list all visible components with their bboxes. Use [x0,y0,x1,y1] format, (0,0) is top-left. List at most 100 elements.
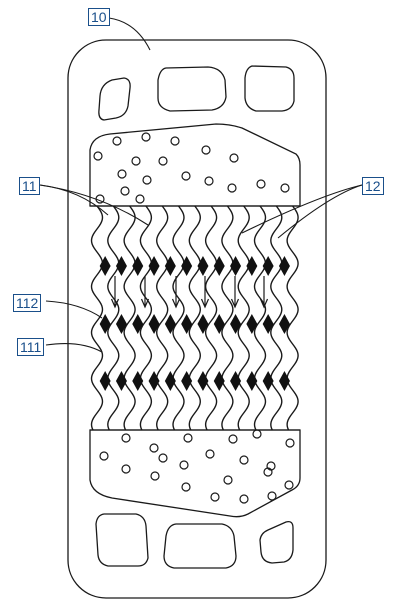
contact-point-diamond [230,256,242,276]
port-top-right [244,65,295,112]
contact-point-diamond [132,314,144,334]
plate-outline [67,39,327,599]
distribution-hole [263,467,273,477]
bottom-distribution-zone [89,429,301,518]
wave-line [237,205,250,431]
contact-point-diamond [148,314,160,334]
distribution-hole [284,480,294,490]
port-bottom-left [95,513,149,567]
distribution-hole [158,156,168,166]
wave-line [286,205,299,431]
distribution-hole [121,433,131,443]
contact-point-diamond [230,314,242,334]
distribution-hole [179,460,189,470]
port-bottom-center [163,523,237,569]
contact-point-diamond [115,371,127,391]
label-11: 11 [19,177,40,195]
contact-point-diamond [181,314,193,334]
contact-point-diamond [262,371,274,391]
wave-line [253,205,267,431]
port-top-left [98,77,131,121]
wave-line [172,205,185,431]
distribution-hole [181,482,191,492]
leader-line [39,184,149,226]
contact-point-diamond [278,371,290,391]
contact-point-diamond [246,314,258,334]
wave-line [270,205,283,431]
label-111: 111 [17,338,45,356]
distribution-hole [239,455,249,465]
contact-point-diamond [246,371,258,391]
wave-line [107,205,120,431]
wave-line [139,205,153,431]
contact-point-diamond [230,371,242,391]
contact-point-diamond [164,256,176,276]
contact-point-diamond [213,256,225,276]
contact-point-diamond [164,371,176,391]
leader-line [45,300,103,319]
wave-line [90,205,104,431]
flow-arrow-head [140,298,150,309]
contact-point-diamond [99,371,111,391]
distribution-hole [204,176,214,186]
distribution-hole [135,194,145,204]
distribution-hole [239,494,249,504]
contact-point-diamond [148,371,160,391]
contact-point-diamond [99,256,111,276]
contact-point-diamond [115,314,127,334]
contact-point-diamond [148,256,160,276]
distribution-hole [181,171,191,181]
contact-point-diamond [278,314,290,334]
distribution-hole [183,433,193,443]
wave-line [123,205,136,431]
distribution-hole [149,443,159,453]
contact-point-diamond [115,256,127,276]
wave-line [188,205,201,431]
distribution-hole [229,153,239,163]
distribution-hole [112,136,122,146]
port-top-center [157,66,227,112]
flow-arrow-head [171,298,181,309]
distribution-hole [117,169,127,179]
distribution-hole [150,471,160,481]
label-112: 112 [13,294,42,312]
distribution-hole [121,464,131,474]
distribution-hole [252,429,262,439]
distribution-hole [201,145,211,155]
distribution-hole [256,179,266,189]
distribution-hole [141,132,151,142]
contact-point-diamond [278,256,290,276]
distribution-hole [170,136,180,146]
contact-point-diamond [213,314,225,334]
contact-point-diamond [197,256,209,276]
flow-arrow-head [259,298,269,309]
distribution-hole [99,451,109,461]
contact-point-diamond [262,314,274,334]
contact-point-diamond [164,314,176,334]
distribution-hole [223,475,233,485]
distribution-hole [228,434,238,444]
contact-point-diamond [181,371,193,391]
label-10: 10 [88,8,110,26]
distribution-hole [280,183,290,193]
contact-point-diamond [197,314,209,334]
wave-line [204,205,218,431]
leader-line [45,343,103,353]
contact-point-diamond [213,371,225,391]
contact-point-diamond [246,256,258,276]
contact-point-diamond [197,371,209,391]
leader-line [241,184,363,234]
distribution-hole [205,449,215,459]
distribution-hole [285,438,295,448]
contact-point-diamond [132,256,144,276]
distribution-hole [158,453,168,463]
distribution-hole [227,183,237,193]
contact-point-diamond [99,314,111,334]
leader-line [277,184,363,239]
contact-point-diamond [181,256,193,276]
flow-arrow-head [230,298,240,309]
flow-arrow-head [110,298,120,309]
label-12: 12 [362,177,384,195]
distribution-hole [93,151,103,161]
